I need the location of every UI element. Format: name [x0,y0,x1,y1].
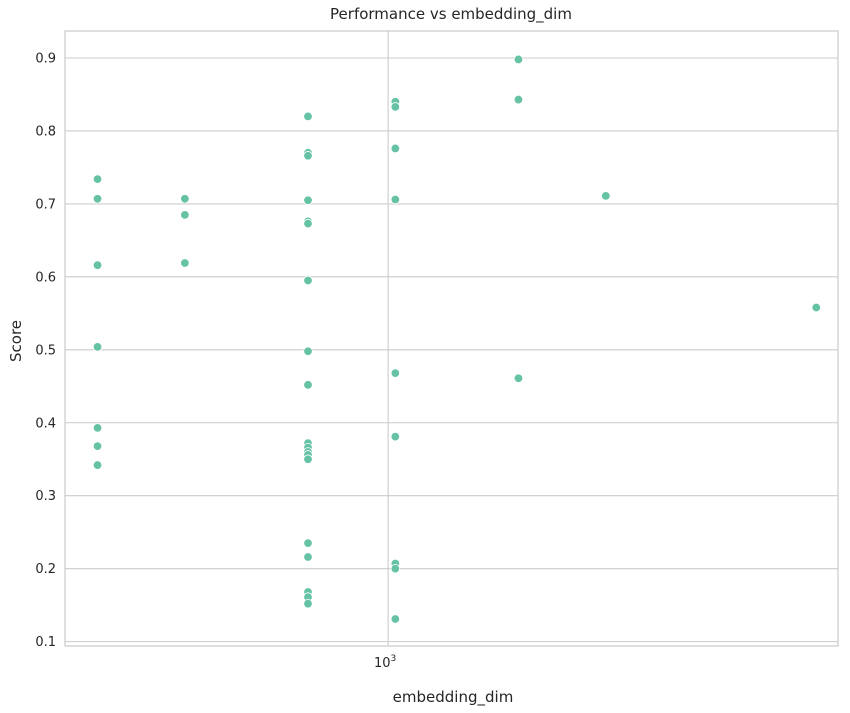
y-axis-title: Score [7,320,25,362]
chart-title: Performance vs embedding_dim [330,5,572,24]
data-point [303,552,313,562]
y-tick-label: 0.7 [35,197,56,212]
data-point [92,260,103,270]
data-point [303,346,313,356]
data-point [390,563,401,574]
data-point [92,194,103,204]
x-tick-labels: 103 [374,654,396,671]
data-point [92,441,103,451]
data-point [303,111,313,122]
data-point [180,258,190,268]
y-tick-label: 0.4 [35,416,56,431]
data-point [390,102,401,112]
data-point [303,151,313,161]
data-point [180,194,190,204]
data-point [92,423,103,433]
data-point [303,218,313,229]
x-tick-label: 103 [374,654,396,671]
data-point [180,210,190,220]
data-point [303,380,313,390]
y-tick-label: 0.3 [35,489,56,504]
data-point [513,94,524,105]
data-point [390,143,401,154]
data-point [513,54,524,65]
data-point [303,598,313,609]
data-points [92,54,821,624]
data-point [390,614,401,624]
data-point [303,195,313,205]
y-tick-label: 0.6 [35,270,56,285]
data-point [811,302,821,313]
data-point [303,454,313,464]
y-tick-label: 0.1 [35,635,56,650]
data-point [92,460,103,470]
x-axis-title: embedding_dim [393,688,514,707]
plot-frame [64,30,839,647]
data-point [303,275,313,286]
data-point [601,191,611,201]
y-tick-label: 0.5 [35,343,56,358]
data-point [390,194,401,205]
y-tick-label: 0.9 [35,51,56,66]
data-point [513,373,524,383]
y-tick-labels: 0.1 0.2 0.3 0.4 0.5 0.6 0.7 0.8 0.9 [35,51,56,650]
data-point [92,342,103,352]
grid-lines [65,31,838,646]
data-point [390,431,401,442]
data-point [390,368,401,378]
data-point [303,538,313,548]
y-tick-label: 0.2 [35,562,56,577]
y-tick-label: 0.8 [35,124,56,139]
data-point [92,174,103,184]
